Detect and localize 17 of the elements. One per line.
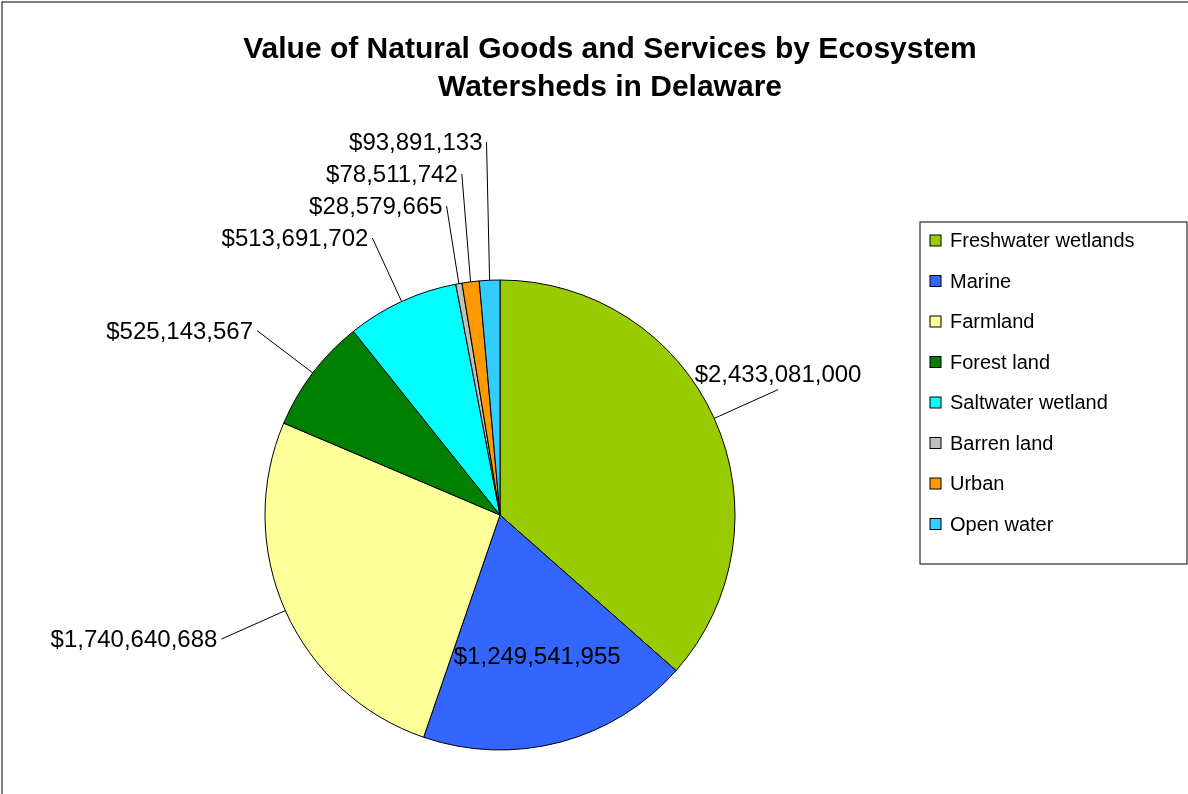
data-label: $513,691,702 <box>221 223 369 251</box>
data-label: $2,433,081,000 <box>694 359 862 387</box>
legend-label: Marine <box>950 269 1012 292</box>
legend-label: Freshwater wetlands <box>950 229 1135 251</box>
legend-label: Barren land <box>950 431 1054 454</box>
data-label: $28,579,665 <box>309 191 443 219</box>
legend-label: Saltwater wetland <box>950 391 1108 413</box>
legend-label: Open water <box>950 512 1054 535</box>
legend-label: Farmland <box>950 310 1035 332</box>
data-label: $1,249,541,955 <box>453 641 621 669</box>
data-label: $1,740,640,688 <box>50 625 218 653</box>
data-label: $78,511,742 <box>326 159 458 187</box>
data-label: $525,143,567 <box>106 316 254 344</box>
legend-label: Urban <box>950 472 1005 494</box>
data-label: $93,891,133 <box>349 127 483 155</box>
chart-title: Value of Natural Goods and Services by Ecosystem Watersheds in Delaware <box>243 31 977 102</box>
legend-label: Forest land <box>950 350 1051 373</box>
